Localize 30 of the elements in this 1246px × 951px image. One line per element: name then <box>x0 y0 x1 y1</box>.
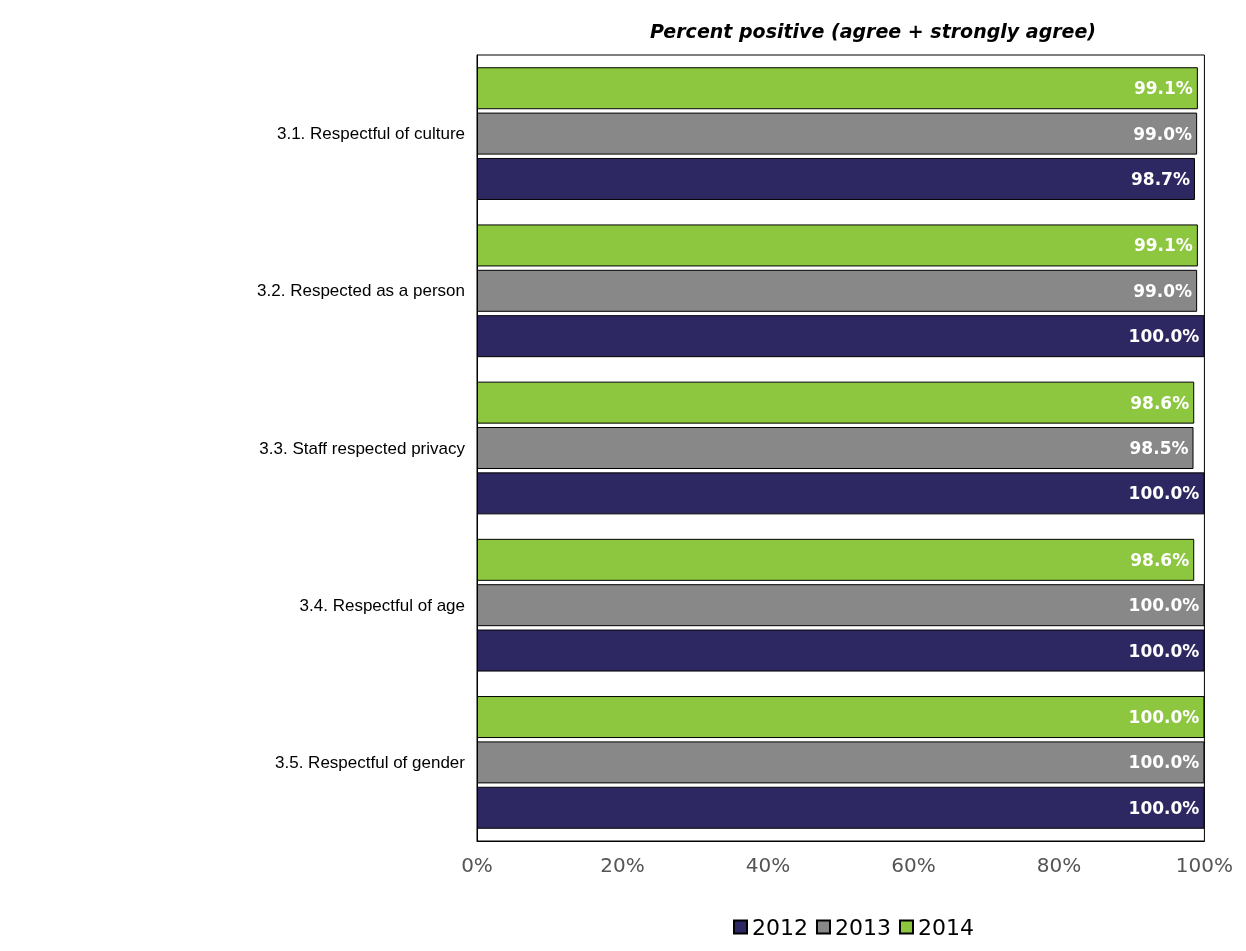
y-tick-label: 3.4. Respectful of age <box>299 595 465 615</box>
data-label: 99.1% <box>1133 235 1193 256</box>
y-tick-label: 3.2. Respected as a person <box>257 281 465 301</box>
y-tick-label: 3.3. Staff respected privacy <box>259 438 466 458</box>
data-label: 99.0% <box>1133 280 1193 301</box>
data-label: 100.0% <box>1128 707 1200 728</box>
legend-label: 2012 <box>752 914 808 940</box>
data-label: 100.0% <box>1128 326 1200 347</box>
x-tick-label: 80% <box>1036 853 1082 877</box>
data-label: 100.0% <box>1128 483 1200 504</box>
legend-label: 2014 <box>917 914 974 940</box>
data-label: 98.6% <box>1130 392 1190 413</box>
y-tick-label: 3.1. Respectful of culture <box>276 124 465 144</box>
data-label: 99.0% <box>1133 123 1193 144</box>
data-label: 100.0% <box>1128 595 1200 616</box>
x-tick-label: 100% <box>1175 853 1233 877</box>
y-tick-label: 3.5. Respectful of gender <box>275 752 466 772</box>
x-tick-label: 0% <box>461 853 493 877</box>
x-tick-label: 20% <box>600 853 645 877</box>
data-label: 100.0% <box>1128 752 1200 773</box>
data-label: 100.0% <box>1128 797 1200 818</box>
x-tick-label: 60% <box>891 853 936 877</box>
data-label: 98.7% <box>1130 168 1190 189</box>
data-label: 99.1% <box>1133 78 1193 99</box>
x-tick-label: 40% <box>745 853 791 877</box>
legend-label: 2013 <box>834 914 891 940</box>
data-label: 98.5% <box>1129 438 1189 458</box>
chart-title: Percent positive (agree + strongly agree) <box>649 19 1097 42</box>
data-label: 98.6% <box>1130 549 1190 570</box>
data-label: 100.0% <box>1128 640 1200 661</box>
